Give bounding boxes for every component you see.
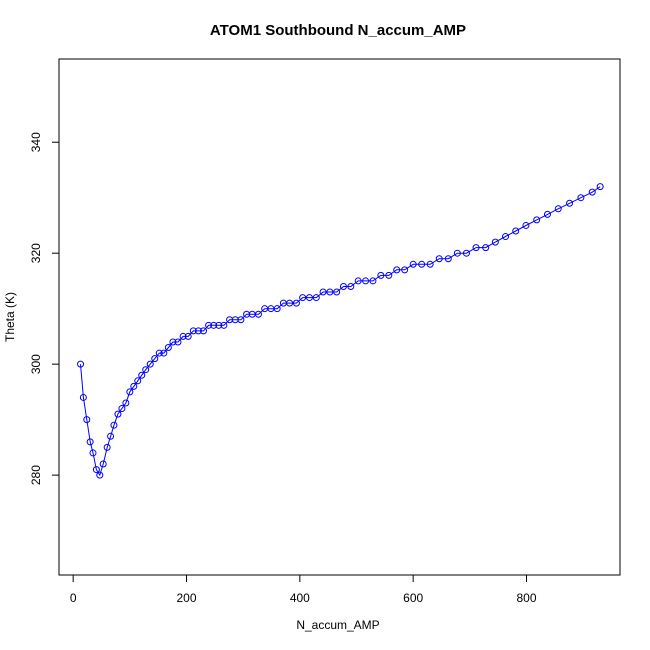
data-point: [502, 233, 510, 241]
data-point: [138, 371, 146, 379]
data-point: [462, 249, 470, 257]
data-point: [200, 327, 207, 335]
data-point: [453, 249, 461, 257]
data-point: [326, 288, 334, 296]
data-point: [96, 471, 104, 479]
data-point: [512, 227, 520, 235]
data-point: [160, 349, 168, 357]
data-point: [588, 188, 596, 196]
data-point: [426, 260, 434, 268]
data-point: [86, 438, 94, 446]
x-axis: 0 200 400 600 800: [70, 574, 537, 605]
data-point: [169, 338, 177, 346]
x-tick-label: 800: [516, 591, 536, 605]
data-point: [286, 299, 294, 307]
series-line: [80, 186, 601, 477]
data-point: [146, 360, 154, 368]
data-point: [491, 238, 499, 246]
plot-frame: [58, 58, 621, 576]
chart-title: ATOM1 Southbound N_accum_AMP: [210, 22, 466, 39]
data-point: [385, 271, 393, 279]
y-tick-label: 340: [29, 132, 43, 152]
x-axis-title: N_accum_AMP: [296, 618, 379, 632]
data-point: [134, 377, 142, 385]
data-point: [339, 282, 347, 290]
data-point: [110, 421, 118, 429]
data-point: [114, 410, 122, 418]
data-point: [79, 393, 87, 401]
data-point: [151, 355, 159, 363]
data-point: [189, 327, 197, 335]
y-tick-label: 320: [29, 243, 43, 263]
data-point: [155, 349, 163, 357]
data-point: [543, 210, 551, 218]
data-point: [83, 416, 91, 424]
data-point: [319, 288, 327, 296]
data-point: [142, 366, 150, 374]
data-point: [577, 194, 585, 202]
data-point: [444, 255, 452, 263]
data-point: [118, 405, 126, 413]
data-point: [305, 294, 313, 302]
data-point: [596, 183, 604, 191]
data-point: [409, 260, 417, 268]
data-point: [194, 327, 202, 335]
data-point: [362, 277, 370, 285]
data-point: [354, 277, 362, 285]
data-point: [89, 449, 97, 457]
y-axis: 280 300 320 340: [29, 132, 60, 485]
x-tick-label: 400: [290, 591, 310, 605]
y-axis-title: Theta (K): [3, 292, 17, 342]
data-point: [533, 216, 541, 224]
y-tick-label: 280: [29, 465, 43, 485]
data-point: [126, 388, 134, 396]
data-point: [130, 382, 138, 390]
data-point: [174, 338, 182, 346]
y-tick-label: 300: [29, 354, 43, 374]
data-point: [299, 294, 307, 302]
data-point: [347, 282, 355, 290]
data-point: [237, 316, 245, 324]
data-point: [312, 294, 320, 302]
data-point: [369, 277, 377, 285]
x-tick-label: 0: [70, 591, 77, 605]
data-point: [273, 305, 281, 313]
data-point: [566, 199, 574, 207]
data-point: [333, 288, 341, 296]
data-point: [482, 244, 490, 252]
data-point: [418, 260, 426, 268]
data-point: [179, 332, 187, 340]
x-tick-label: 200: [176, 591, 196, 605]
data-point: [435, 255, 443, 263]
data-point: [107, 432, 115, 440]
data-point: [99, 460, 107, 468]
data-point: [220, 321, 228, 329]
x-tick-label: 600: [403, 591, 423, 605]
data-point: [215, 321, 223, 329]
data-point: [377, 271, 385, 279]
data-point: [292, 299, 300, 307]
data-point: [401, 266, 409, 274]
data-point: [103, 443, 111, 451]
data-point: [554, 205, 562, 213]
data-point: [205, 321, 213, 329]
data-point: [122, 399, 130, 407]
data-point: [77, 360, 85, 368]
data-point: [472, 244, 480, 252]
data-point: [92, 466, 100, 474]
series-layer: [77, 183, 604, 479]
data-point: [254, 310, 262, 318]
data-point: [164, 344, 172, 352]
data-point: [184, 332, 192, 340]
data-point: [210, 321, 218, 329]
data-point: [522, 221, 530, 229]
data-point: [393, 266, 401, 274]
